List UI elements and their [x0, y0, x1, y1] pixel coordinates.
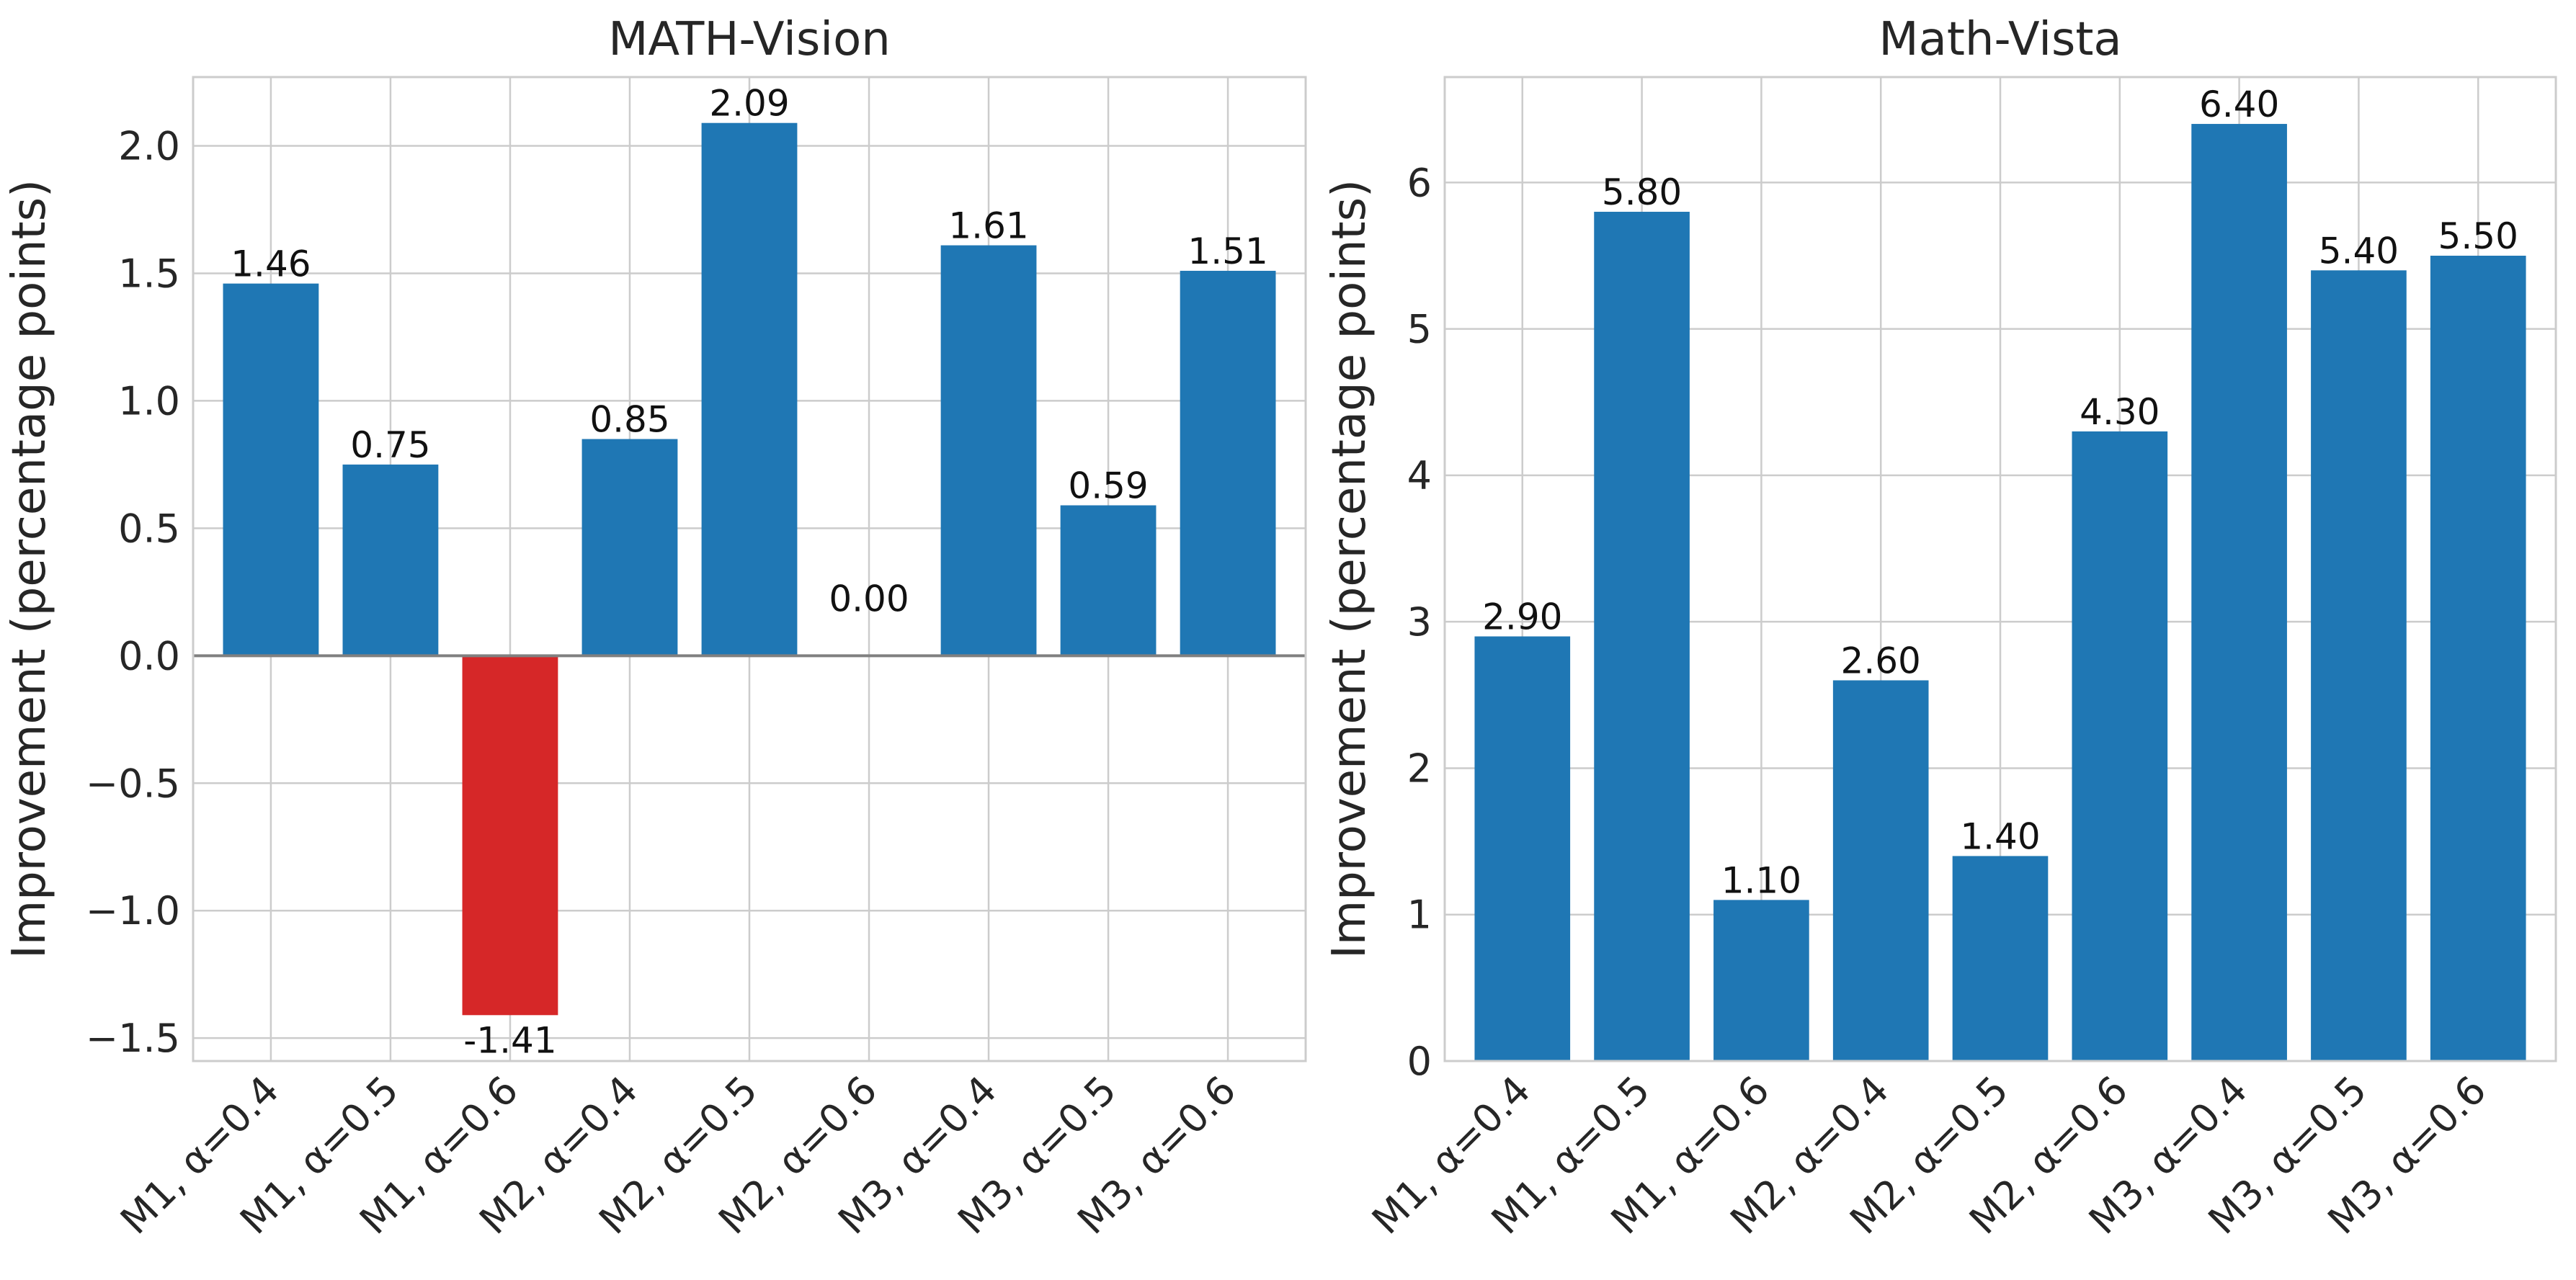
y-tick-label: 3	[1407, 599, 1432, 645]
y-tick-label: 0.5	[118, 506, 180, 551]
bar	[1180, 270, 1276, 656]
y-tick-label: 0	[1407, 1039, 1432, 1084]
data-label: 1.61	[948, 205, 1028, 247]
chart-panel-1: −1.5 −1.0 −0.5 0.0 0.5 1.0 1.5 2.0 1.46 0.75 -1.41…	[3, 13, 1307, 1243]
bar	[223, 283, 319, 656]
y-tick-label: 0.0	[118, 633, 180, 679]
data-label: 4.30	[2080, 391, 2160, 433]
y-tick-label: 2	[1407, 746, 1432, 791]
bar	[2072, 431, 2168, 1061]
y-tick-label: 5	[1407, 307, 1432, 352]
data-label: 2.09	[709, 83, 789, 125]
data-label: 5.80	[1602, 171, 1682, 213]
data-label: 2.60	[1841, 640, 1921, 681]
y-axis-label: Improvement (percentage points)	[1323, 179, 1376, 959]
y-tick-label: 1.5	[118, 251, 180, 296]
plot-frame	[192, 76, 1307, 1062]
y-tick-label: −1.0	[86, 888, 180, 934]
bar	[2430, 255, 2526, 1062]
data-label: 0.00	[829, 578, 909, 619]
plot-frame	[1443, 76, 2557, 1062]
y-tick-label: 1.0	[118, 378, 180, 424]
bar	[701, 122, 798, 656]
bar	[1594, 212, 1690, 1061]
y-axis-label: Improvement (percentage points)	[3, 179, 56, 959]
chart-title: Math-Vista	[1878, 13, 2121, 66]
bar	[1832, 680, 1929, 1061]
bar	[1713, 900, 1809, 1061]
chart-panel-2: 0 1 2 3 4 5 6 2.90 5.80 1.10 2.60 1.40 4.30 6.40 5.40 5…	[1323, 13, 2557, 1243]
data-label: 0.85	[589, 399, 669, 441]
data-label: 0.75	[350, 424, 430, 466]
data-label: 1.51	[1187, 231, 1267, 272]
y-tick-label: 1	[1407, 892, 1432, 938]
bar	[940, 245, 1037, 656]
bar	[1474, 636, 1571, 1061]
data-label: 1.40	[1960, 815, 2040, 857]
data-label: -1.41	[463, 1019, 556, 1061]
bar	[2311, 270, 2407, 1062]
data-label: 5.50	[2438, 215, 2518, 257]
y-tick-label: 4	[1407, 453, 1432, 498]
bar	[581, 439, 678, 656]
chart-title: MATH-Vision	[608, 13, 891, 66]
data-label: 0.59	[1068, 465, 1148, 507]
y-tick-label: 6	[1407, 160, 1432, 205]
y-tick-label: 2.0	[118, 124, 180, 169]
data-label: 5.40	[2319, 230, 2399, 272]
y-tick-label: −0.5	[86, 761, 180, 806]
bar	[462, 655, 558, 1016]
y-tick-label: −1.5	[86, 1016, 180, 1061]
bar	[2191, 124, 2287, 1062]
data-label: 1.10	[1721, 859, 1801, 901]
data-label: 1.46	[231, 243, 311, 285]
bar	[1952, 856, 2049, 1061]
bar	[342, 464, 439, 656]
data-label: 2.90	[1482, 596, 1562, 638]
data-label: 6.40	[2199, 84, 2279, 125]
bar	[1060, 505, 1156, 656]
